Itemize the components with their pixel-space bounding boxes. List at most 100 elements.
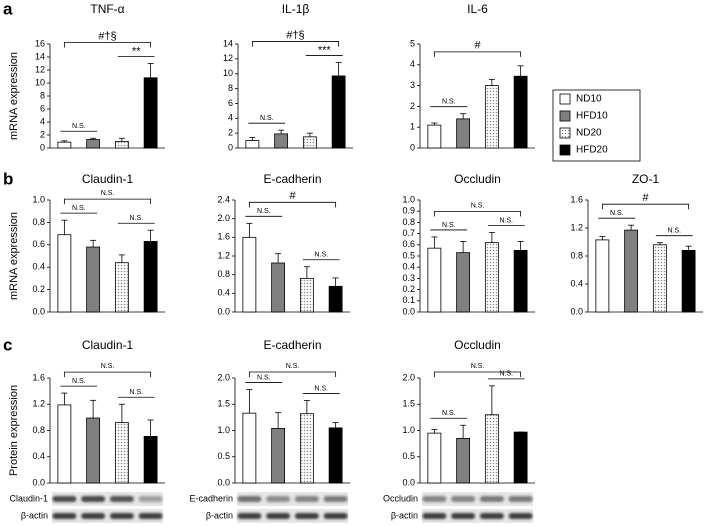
bracket: [433, 51, 522, 57]
bracket: [433, 371, 522, 377]
blot-band: [508, 496, 533, 502]
y-tick-label: 0.8: [32, 425, 45, 435]
blot-band: [52, 496, 77, 502]
bar: [299, 413, 314, 484]
significance-label: N.S.: [72, 123, 86, 130]
y-tick-label: 6: [228, 98, 233, 108]
y-tick-label: 0.0: [570, 306, 583, 316]
bracket: [251, 41, 340, 47]
blot-label: Occludin: [383, 493, 418, 503]
y-tick-label: 1.0: [32, 194, 45, 204]
y-tick-label: 0.0: [32, 477, 45, 487]
blot-band: [422, 496, 447, 502]
y-tick-label: 0.0: [402, 477, 415, 487]
chart-title: Occludin: [454, 338, 501, 352]
significance-label: N.S.: [129, 215, 143, 222]
y-tick-label: 0.8: [402, 217, 415, 227]
significance-label: N.S.: [129, 389, 143, 396]
bar: [456, 437, 471, 484]
blot-band: [323, 496, 348, 502]
y-tick-label: 0.5: [402, 250, 415, 260]
blot-strip: [237, 509, 348, 523]
y-tick-label: 0.9: [402, 206, 415, 216]
y-tick-label: 0.5: [217, 451, 230, 461]
significance-label: N.S.: [286, 363, 300, 370]
bar: [427, 247, 442, 313]
blot-band: [323, 513, 348, 519]
bar: [302, 136, 317, 149]
chart-title: IL-1β: [282, 2, 310, 16]
chart-title: E-cadherin: [263, 172, 321, 186]
blot-band: [138, 496, 163, 502]
blot-band: [508, 513, 533, 519]
bracket: [601, 203, 690, 210]
blot-strip: [422, 492, 533, 506]
bracket: [433, 211, 522, 217]
chart-title: Occludin: [454, 172, 501, 186]
y-tick-label: 0.0: [217, 306, 230, 316]
legend-swatch: [559, 127, 571, 139]
y-tick-label: 0: [40, 142, 45, 152]
significance-label: #: [642, 192, 649, 204]
blot-band: [479, 513, 504, 519]
y-tick-label: 1.0: [217, 425, 230, 435]
panel-label: b: [3, 169, 13, 188]
y-tick-label: 10: [223, 68, 233, 78]
bar: [114, 422, 129, 484]
significance-label: N.S.: [499, 371, 513, 378]
bar: [143, 436, 158, 484]
bar: [427, 124, 442, 149]
y-tick-label: 2.0: [217, 372, 230, 382]
blot-label: Claudin-1: [9, 493, 48, 503]
blot-band: [52, 513, 77, 519]
bar: [57, 141, 72, 149]
y-tick-label: 0: [410, 142, 415, 152]
blot-band: [294, 496, 319, 502]
significance-label: N.S.: [257, 374, 271, 381]
y-tick-label: 0.7: [402, 228, 415, 238]
y-tick-label: 0.3: [402, 273, 415, 283]
bar: [299, 277, 314, 313]
bar: [328, 285, 343, 313]
y-tick-label: 14: [223, 38, 233, 48]
bar: [114, 141, 129, 149]
blot-band: [266, 513, 291, 519]
y-tick-label: 2: [410, 101, 415, 111]
blot-strip: [422, 509, 533, 523]
significance-label: N.S.: [471, 202, 485, 209]
y-tick-label: 0.8: [570, 250, 583, 260]
y-axis-label: mRNA expression: [8, 212, 20, 300]
significance-label: N.S.: [260, 115, 274, 122]
legend-label: ND20: [576, 128, 602, 139]
y-tick-label: 1.2: [570, 222, 583, 232]
blot-band: [294, 513, 319, 519]
y-tick-label: 0.0: [217, 477, 230, 487]
y-tick-label: 0.4: [32, 451, 45, 461]
significance-label: N.S.: [471, 363, 485, 370]
y-tick-label: 3: [410, 80, 415, 90]
panel-label: a: [3, 0, 13, 18]
y-tick-label: 5: [410, 38, 415, 48]
y-tick-label: 10: [35, 77, 45, 87]
bracket: [248, 201, 337, 208]
significance-label: N.S.: [442, 99, 456, 106]
blot-band: [237, 496, 262, 502]
legend-swatch: [559, 93, 571, 105]
significance-label: N.S.: [314, 252, 328, 259]
y-tick-label: 1: [410, 122, 415, 132]
bar: [652, 244, 667, 313]
bar: [513, 75, 528, 149]
y-tick-label: 0.2: [32, 284, 45, 294]
y-tick-label: 0.4: [402, 262, 415, 272]
bar: [57, 234, 72, 313]
blot-label: β-actin: [391, 510, 418, 520]
chart-title: Claudin-1: [82, 338, 134, 352]
y-tick-label: 0.2: [402, 284, 415, 294]
bar: [484, 414, 499, 484]
y-tick-label: 0.0: [32, 306, 45, 316]
bar: [271, 427, 286, 484]
y-tick-label: 1.2: [217, 250, 230, 260]
bar: [484, 242, 499, 313]
y-axis-label: Protein expression: [8, 385, 20, 476]
